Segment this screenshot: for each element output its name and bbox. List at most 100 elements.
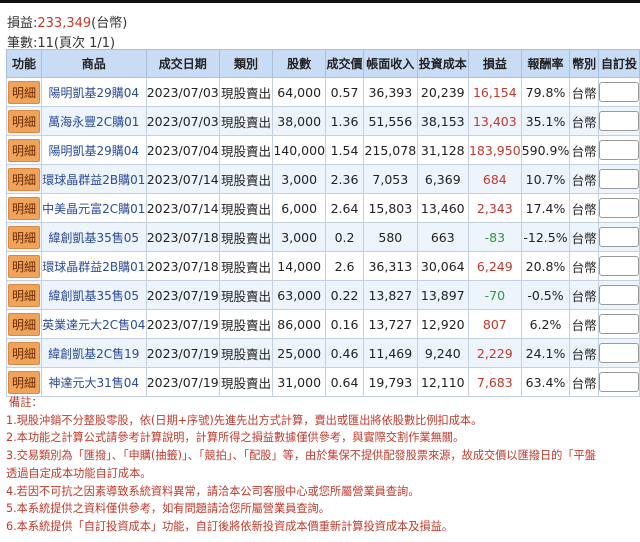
- cell-value: 2.36: [330, 171, 359, 187]
- custom-cost-input[interactable]: [599, 256, 639, 276]
- custom-cost-input[interactable]: [599, 82, 639, 102]
- product-link[interactable]: 中美晶元富2C購01: [42, 201, 146, 216]
- detail-button[interactable]: 明細: [7, 225, 40, 249]
- cell: 明細: [6, 164, 42, 194]
- cell-value: 0.57: [330, 84, 359, 100]
- product-link[interactable]: 陽明凱基29購04: [48, 85, 140, 100]
- cell: 明細: [6, 309, 42, 339]
- cell: 現股賣出: [218, 309, 274, 339]
- cell: 明細: [6, 222, 42, 252]
- cell: [597, 135, 640, 165]
- cell-value: 1.36: [330, 113, 359, 129]
- custom-cost-input[interactable]: [599, 169, 639, 189]
- product-link[interactable]: 陽明凱基29購04: [48, 143, 140, 158]
- cell-value: 35.1%: [525, 113, 566, 129]
- cell: 陽明凱基29購04: [40, 135, 147, 165]
- custom-cost-input[interactable]: [599, 372, 639, 392]
- cell-value: 13,827: [368, 287, 413, 303]
- table-row: 明細 英業達元大2C售04 2023/07/19 現股賣出 86,000 0.16 13,7…: [6, 309, 640, 339]
- cell-value: 183,950: [468, 142, 521, 158]
- detail-button[interactable]: 明細: [7, 109, 40, 133]
- cell: 2.6: [325, 251, 365, 281]
- cell: 明細: [6, 193, 42, 223]
- detail-button[interactable]: 明細: [7, 370, 40, 394]
- custom-cost-input[interactable]: [599, 285, 639, 305]
- custom-cost-input[interactable]: [599, 227, 639, 247]
- cell: 2023/07/19: [145, 338, 220, 368]
- cell-value: 0.64: [330, 374, 359, 390]
- cell-value: 86,000: [277, 316, 322, 332]
- cell-value: 663: [430, 229, 455, 245]
- column-header: 成交價: [325, 49, 365, 78]
- detail-button[interactable]: 明細: [7, 312, 40, 336]
- cell-value: 1.54: [330, 142, 359, 158]
- cell-value: 9,240: [424, 345, 461, 361]
- product-link[interactable]: 緯創凱基35售05: [48, 288, 140, 303]
- cell: 24.1%: [520, 338, 571, 368]
- product-link[interactable]: 環球晶群益2B購01: [42, 172, 146, 187]
- cell: 緯創凱基2C售19: [40, 338, 147, 368]
- cell-value: 台幣: [571, 143, 597, 159]
- cell: [597, 309, 640, 339]
- cell-value: 現股賣出: [221, 259, 272, 275]
- table-row: 明細 環球晶群益2B購01 2023/07/14 現股賣出 3,000 2.36 7,053…: [6, 164, 640, 194]
- detail-button[interactable]: 明細: [7, 138, 40, 162]
- product-link[interactable]: 環球晶群益2B購01: [42, 259, 146, 274]
- detail-button[interactable]: 明細: [7, 341, 40, 365]
- cell-value: -12.5%: [523, 229, 568, 245]
- product-link[interactable]: 英業達元大2C售04: [42, 317, 146, 332]
- detail-button[interactable]: 明細: [7, 196, 40, 220]
- table-row: 明細 萬海永豐2C購01 2023/07/03 現股賣出 38,000 1.36 51,55…: [6, 106, 640, 136]
- column-header: 自訂投: [597, 49, 640, 78]
- product-link[interactable]: 萬海永豐2C購01: [48, 114, 140, 129]
- detail-button[interactable]: 明細: [7, 254, 40, 278]
- cell: 現股賣出: [218, 135, 274, 165]
- cell-value: 現股賣出: [221, 288, 272, 304]
- custom-cost-input[interactable]: [599, 314, 639, 334]
- cell-value: 6.2%: [529, 316, 562, 332]
- cell-value: 15,803: [368, 200, 413, 216]
- custom-cost-input[interactable]: [599, 343, 639, 363]
- cell: 0.2: [325, 222, 365, 252]
- cell: 明細: [6, 251, 42, 281]
- cell-value: 13,727: [368, 316, 413, 332]
- product-link[interactable]: 緯創凱基35售05: [48, 230, 140, 245]
- cell-value: 0.22: [330, 287, 359, 303]
- cell: 38,153: [416, 106, 469, 136]
- cell-value: 2023/07/19: [146, 287, 219, 303]
- notes-title: 備註：: [9, 396, 43, 409]
- cell-value: 7,053: [372, 171, 409, 187]
- cell-value: 807: [482, 316, 507, 332]
- cell: 86,000: [272, 309, 327, 339]
- cell-value: 6,000: [281, 200, 318, 216]
- custom-cost-input[interactable]: [599, 111, 639, 131]
- column-header: 商品: [40, 49, 147, 78]
- detail-button[interactable]: 明細: [7, 283, 40, 307]
- cell: 7,683: [467, 367, 522, 397]
- cell-value: 38,153: [420, 113, 465, 129]
- cell: 684: [467, 164, 522, 194]
- cell-value: 590.9%: [521, 142, 570, 158]
- custom-cost-input[interactable]: [599, 198, 639, 218]
- cell: 183,950: [467, 135, 522, 165]
- cell: 台幣: [569, 164, 599, 194]
- note-item: 5.本系統提供之資料僅供參考，如有問題請洽您所屬營業員查詢。: [6, 502, 330, 516]
- cell-value: 現股賣出: [221, 143, 272, 159]
- cell-value: 現股賣出: [221, 375, 272, 391]
- cell: 13,897: [416, 280, 469, 310]
- product-link[interactable]: 緯創凱基2C售19: [48, 346, 140, 361]
- cell: 20.8%: [520, 251, 571, 281]
- top-bar: [0, 0, 640, 3]
- column-header: 損益: [467, 49, 522, 78]
- cell-value: 20.8%: [525, 258, 566, 274]
- cell-value: 6,249: [476, 258, 513, 274]
- cell-value: 台幣: [571, 317, 597, 333]
- detail-button[interactable]: 明細: [7, 167, 40, 191]
- detail-button[interactable]: 明細: [7, 80, 40, 104]
- cell: 13,460: [416, 193, 469, 223]
- custom-cost-input[interactable]: [599, 140, 639, 160]
- pnl-unit: (台幣): [91, 16, 128, 31]
- cell: [597, 367, 640, 397]
- note-item: 4.若因不可抗之因素導致系統資料異常，請洽本公司客服中心或您所屬營業員查詢。: [6, 484, 420, 498]
- product-link[interactable]: 神達元大31售04: [48, 375, 140, 390]
